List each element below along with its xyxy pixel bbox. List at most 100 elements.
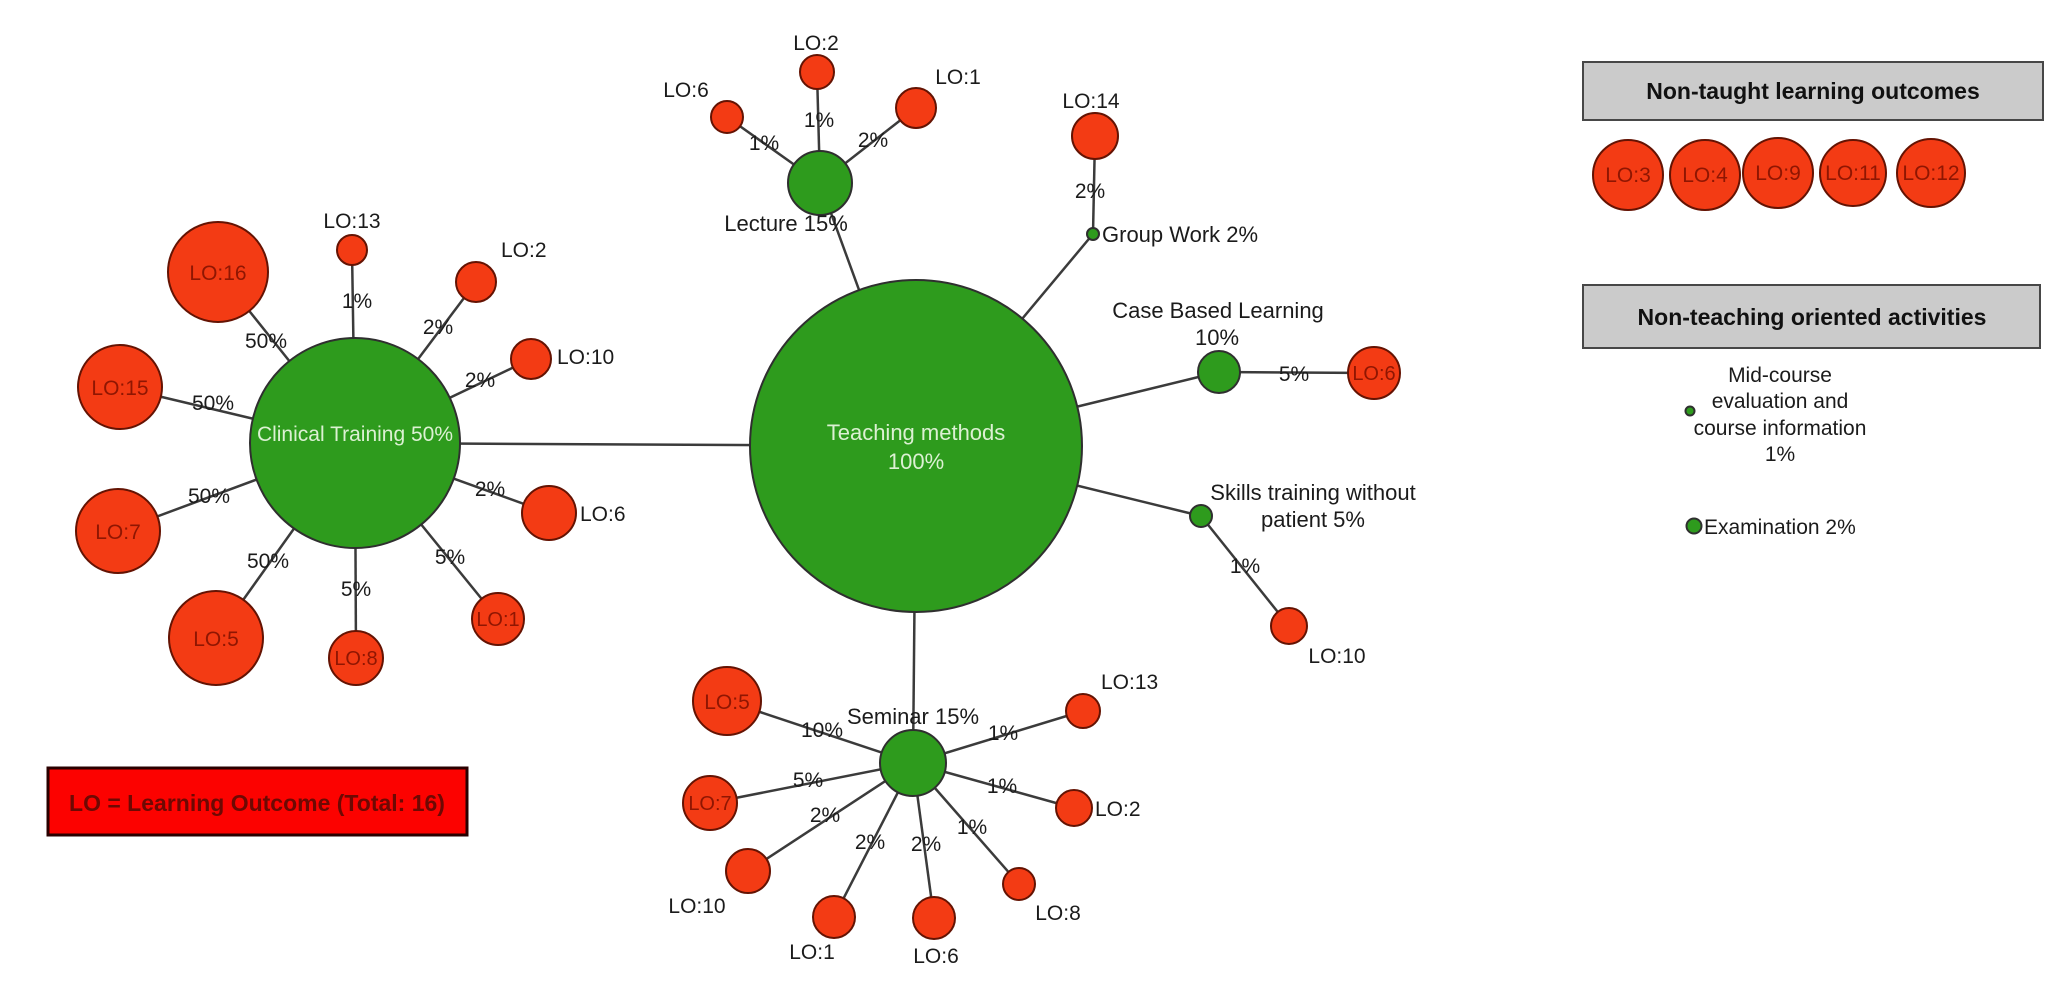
node-clinical-lo16 <box>167 221 269 323</box>
lecture-lo6-label: LO:6 <box>663 79 709 102</box>
node-clinical-lo2 <box>455 261 497 303</box>
node-case-based-learning <box>1197 350 1241 394</box>
node-seminar-lo8 <box>1002 867 1036 901</box>
lecture-lo2-label: LO:2 <box>793 32 839 55</box>
node-panel-lo11 <box>1819 139 1887 207</box>
node-panel-lo12 <box>1896 138 1966 208</box>
clinical-lo5-pct: 50% <box>247 550 289 573</box>
groupwork-lo14-pct: 2% <box>1075 180 1105 203</box>
skills-lo10-pct: 1% <box>1230 555 1260 578</box>
clinical-lo5-label: LO:5 <box>193 628 239 651</box>
casebased-lo6-pct: 5% <box>1279 363 1309 386</box>
clinical-lo10-label: LO:10 <box>557 346 614 369</box>
seminar-lo7-pct: 5% <box>793 769 823 792</box>
skills-label-line2: patient 5% <box>1261 507 1365 532</box>
case-based-label-line2: 10% <box>1195 325 1239 350</box>
skills-lo10-label: LO:10 <box>1308 645 1365 668</box>
node-clinical-lo8 <box>328 630 384 686</box>
clinical-lo1-pct: 5% <box>435 546 465 569</box>
clinical-lo15-label: LO:15 <box>91 377 148 400</box>
groupwork-lo14-label: LO:14 <box>1062 90 1120 113</box>
casebased-lo6-label: LO:6 <box>1352 363 1395 385</box>
seminar-lo8-pct: 1% <box>957 816 987 839</box>
node-skills-training <box>1189 504 1213 528</box>
group-work-label: Group Work 2% <box>1102 222 1258 247</box>
lecture-lo6-pct: 1% <box>749 132 779 155</box>
lecture-lo1-label: LO:1 <box>935 66 981 89</box>
node-lecture-lo6 <box>710 100 744 134</box>
small-branch-labels: LO:14 2% LO:6 5% LO:10 1% <box>1062 90 1395 668</box>
seminar-lo10-pct: 2% <box>810 804 840 827</box>
clinical-lo6-pct: 2% <box>475 478 505 501</box>
seminar-lo8-label: LO:8 <box>1035 902 1081 925</box>
teaching-methods-label-line2: 100% <box>888 449 944 474</box>
activity-labels: Teaching methods 100% Clinical Training … <box>257 211 1416 729</box>
node-clinical-training <box>249 337 461 549</box>
node-groupwork-lo14 <box>1071 112 1119 160</box>
mid-course-label-line2: evaluation and <box>1712 390 1849 413</box>
node-seminar-lo10 <box>725 848 771 894</box>
skills-label-line1: Skills training without <box>1210 480 1415 505</box>
clinical-lo8-label: LO:8 <box>334 648 377 670</box>
examination-label: Examination 2% <box>1704 516 1856 539</box>
mid-course-label-line1: Mid-course <box>1728 364 1832 387</box>
clinical-lo10-pct: 2% <box>465 369 495 392</box>
lecture-label: Lecture 15% <box>724 211 848 236</box>
teaching-methods-label-line1: Teaching methods <box>827 420 1006 445</box>
lecture-lo2-pct: 1% <box>804 109 834 132</box>
non-teaching-header-title: Non-teaching oriented activities <box>1638 304 1987 330</box>
non-taught-header-box <box>1582 61 2044 121</box>
clinical-lo2-pct: 2% <box>423 316 453 339</box>
edge-seminar-lo7 <box>709 761 914 805</box>
clinical-lo16-label: LO:16 <box>189 262 246 285</box>
node-casebased-lo6 <box>1347 346 1401 400</box>
outcome-nodes <box>75 54 1966 940</box>
clinical-lo2-label: LO:2 <box>501 239 547 262</box>
panel-lo3-label: LO:3 <box>1605 164 1651 187</box>
seminar-lo5-label: LO:5 <box>704 691 750 714</box>
activity-nodes <box>249 150 1703 797</box>
legend: LO = Learning Outcome (Total: 16) <box>46 766 469 837</box>
seminar-lo1-pct: 2% <box>855 831 885 854</box>
case-based-label-line1: Case Based Learning <box>1112 298 1324 323</box>
node-seminar-lo1 <box>812 895 856 939</box>
mid-course-label-line3: course information <box>1694 417 1867 440</box>
clinical-lo13-pct: 1% <box>342 290 372 313</box>
node-panel-lo4 <box>1669 139 1741 211</box>
node-group-work <box>1086 227 1100 241</box>
seminar-label: Seminar 15% <box>847 704 979 729</box>
node-lecture-lo1 <box>895 87 937 129</box>
non-taught-header-title: Non-taught learning outcomes <box>1646 78 1980 104</box>
panel-non-teaching: Non-teaching oriented activities Mid-cou… <box>1582 284 2041 539</box>
node-examination <box>1685 517 1703 535</box>
clinical-lo16-pct: 50% <box>245 330 287 353</box>
node-clinical-lo1 <box>471 592 525 646</box>
non-teaching-header-box <box>1582 284 2041 349</box>
lecture-lo1-pct: 2% <box>858 129 888 152</box>
legend-box <box>46 766 469 837</box>
clinical-lo8-pct: 5% <box>341 578 371 601</box>
seminar-labels: LO:5 LO:7 LO:10 LO:1 LO:6 LO:8 LO:2 LO:1… <box>668 671 1158 968</box>
node-clinical-lo7 <box>75 488 161 574</box>
seminar-lo6-label: LO:6 <box>913 945 959 968</box>
panel-lo12-label: LO:12 <box>1902 162 1959 185</box>
node-panel-lo9 <box>1742 137 1814 209</box>
seminar-lo7-label: LO:7 <box>688 793 731 815</box>
seminar-lo6-pct: 2% <box>911 833 941 856</box>
seminar-lo2-label: LO:2 <box>1095 798 1141 821</box>
clinical-labels: LO:16 LO:13 LO:2 LO:10 LO:15 LO:7 LO:5 L… <box>91 210 625 670</box>
panel-lo11-label: LO:11 <box>1825 162 1881 185</box>
clinical-lo7-label: LO:7 <box>95 521 141 544</box>
legend-text: LO = Learning Outcome (Total: 16) <box>69 790 445 816</box>
node-seminar-lo2 <box>1055 789 1093 827</box>
node-clinical-lo6 <box>521 485 577 541</box>
node-seminar-lo13 <box>1065 693 1101 729</box>
mid-course-label-line4: 1% <box>1765 443 1795 466</box>
seminar-lo13-pct: 1% <box>988 722 1018 745</box>
seminar-lo10-label: LO:10 <box>668 895 725 918</box>
node-lecture-lo2 <box>799 54 835 90</box>
seminar-lo13-label: LO:13 <box>1101 671 1158 694</box>
seminar-lo1-label: LO:1 <box>789 941 835 964</box>
node-seminar-lo7 <box>682 775 738 831</box>
